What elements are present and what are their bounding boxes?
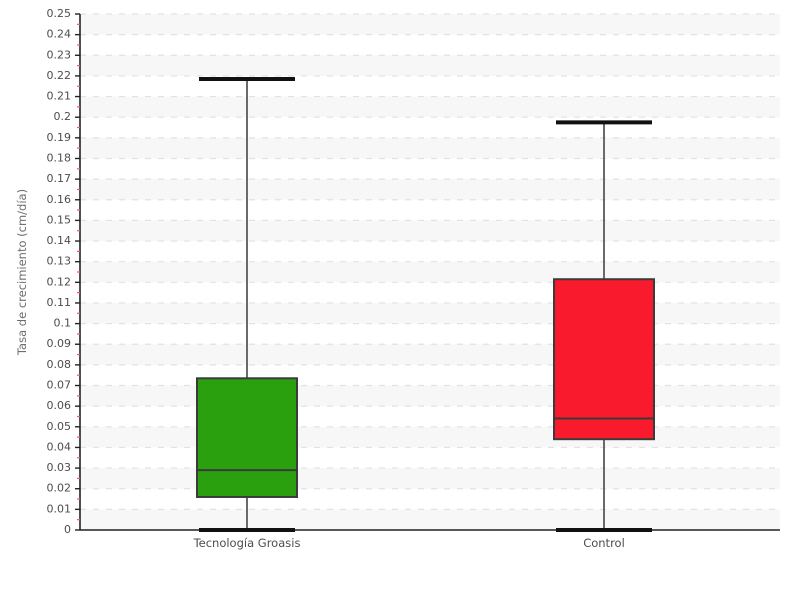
grid-band (80, 426, 780, 448)
y-tick-label: 0.19 (47, 131, 72, 144)
y-tick-label: 0 (64, 523, 71, 536)
grid-band (80, 509, 780, 530)
y-tick-label: 0.25 (47, 7, 72, 20)
grid-band (80, 261, 780, 283)
y-tick-label: 0.07 (47, 379, 72, 392)
y-tick-label: 0.06 (47, 399, 72, 412)
y-axis (75, 13, 81, 531)
y-tick-label: 0.05 (47, 420, 72, 433)
y-tick-label: 0.2 (54, 110, 72, 123)
y-tick-label: 0.17 (47, 172, 72, 185)
y-tick-label: 0.22 (47, 69, 72, 82)
grid-band (80, 468, 780, 489)
grid-band (80, 55, 780, 76)
category-label: Control (583, 536, 625, 550)
y-tick-label: 0.16 (47, 193, 72, 206)
y-tick-label: 0.1 (54, 317, 72, 330)
grid-band (80, 96, 780, 118)
box-plot-groasis[interactable] (196, 77, 298, 532)
y-tick-label: 0.09 (47, 337, 72, 350)
x-axis-category-labels: Tecnología Groasis Control (193, 536, 625, 550)
grid-band (80, 14, 780, 35)
grid-band (80, 385, 780, 407)
box-plot-control[interactable] (553, 120, 655, 532)
y-axis-title: Tasa de crecimiento (cm/día) (15, 189, 29, 356)
box-iqr[interactable] (553, 278, 655, 441)
plot-background-bands (80, 14, 780, 530)
y-tick-label: 0.13 (47, 255, 72, 268)
y-tick-label: 0.12 (47, 275, 72, 288)
y-tick-label: 0.23 (47, 48, 72, 61)
box-iqr[interactable] (196, 377, 298, 498)
grid-band (80, 220, 780, 242)
y-tick-label: 0.04 (47, 440, 72, 453)
grid-band (80, 179, 780, 200)
y-tick-label: 0.11 (47, 296, 72, 309)
y-axis-title-text: Tasa de crecimiento (cm/día) (15, 189, 29, 356)
y-tick-label: 0.03 (47, 461, 72, 474)
y-tick-label: 0.08 (47, 358, 72, 371)
y-tick-label: 0.15 (47, 213, 72, 226)
grid-band (80, 344, 780, 365)
y-tick-label: 0.21 (47, 90, 72, 103)
y-tick-label: 0.18 (47, 151, 72, 164)
y-tick-label: 0.24 (47, 28, 72, 41)
box-series (196, 77, 655, 532)
y-tick-label: 0.02 (47, 482, 72, 495)
y-axis-tick-labels: 0 0.01 0.02 0.03 0.04 0.05 0.06 0.07 0.08 0.09 0.1… (47, 7, 72, 536)
y-tick-label: 0.14 (47, 234, 72, 247)
grid-band (80, 137, 780, 159)
category-label: Tecnología Groasis (193, 536, 301, 550)
grid-band (80, 302, 780, 324)
y-tick-label: 0.01 (47, 502, 72, 515)
